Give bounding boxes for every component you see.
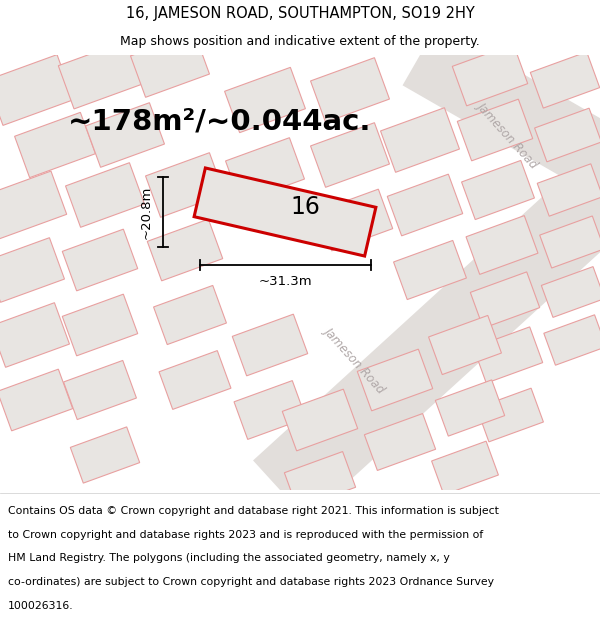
Polygon shape [146,152,224,218]
Polygon shape [387,174,463,236]
Polygon shape [224,68,305,132]
Polygon shape [154,286,226,344]
Text: Jameson Road: Jameson Road [475,99,541,171]
Polygon shape [476,388,544,442]
Polygon shape [226,138,304,202]
Polygon shape [70,427,140,483]
Polygon shape [14,112,95,178]
Polygon shape [473,327,542,383]
Polygon shape [282,389,358,451]
Polygon shape [284,451,356,509]
Polygon shape [428,316,502,374]
Text: Jameson Road: Jameson Road [322,324,388,396]
Polygon shape [232,314,308,376]
Polygon shape [65,162,145,228]
Text: ~20.8m: ~20.8m [140,185,153,239]
Text: ~178m²/~0.044ac.: ~178m²/~0.044ac. [68,108,372,136]
Polygon shape [0,54,73,126]
Text: to Crown copyright and database rights 2023 and is reproduced with the permissio: to Crown copyright and database rights 2… [8,530,483,540]
Polygon shape [535,108,600,162]
Polygon shape [0,302,70,368]
Polygon shape [541,267,600,318]
Polygon shape [537,164,600,216]
Polygon shape [364,414,436,471]
Polygon shape [311,58,389,122]
Polygon shape [394,241,466,299]
Polygon shape [436,380,505,436]
Polygon shape [452,44,528,106]
Polygon shape [380,107,460,172]
Polygon shape [0,171,67,239]
Text: HM Land Registry. The polygons (including the associated geometry, namely x, y: HM Land Registry. The polygons (includin… [8,554,449,564]
Polygon shape [159,351,231,409]
Polygon shape [131,32,209,98]
Polygon shape [461,161,535,219]
Polygon shape [466,216,538,274]
Polygon shape [540,216,600,268]
Polygon shape [62,294,138,356]
Text: ~31.3m: ~31.3m [258,275,312,288]
Polygon shape [86,102,164,168]
Polygon shape [470,272,539,328]
Text: co-ordinates) are subject to Crown copyright and database rights 2023 Ordnance S: co-ordinates) are subject to Crown copyr… [8,577,494,587]
Text: 16: 16 [290,195,320,219]
Polygon shape [403,24,600,201]
Polygon shape [58,41,142,109]
Text: Map shows position and indicative extent of the property.: Map shows position and indicative extent… [120,35,480,48]
Polygon shape [0,238,64,302]
Polygon shape [253,151,600,519]
Polygon shape [64,361,136,419]
Polygon shape [431,441,499,495]
Polygon shape [457,99,533,161]
Polygon shape [317,189,393,251]
Polygon shape [62,229,138,291]
Polygon shape [311,122,389,188]
Polygon shape [544,315,600,365]
Polygon shape [357,349,433,411]
Text: 100026316.: 100026316. [8,601,73,611]
Polygon shape [530,52,599,108]
Polygon shape [234,381,306,439]
Text: 16, JAMESON ROAD, SOUTHAMPTON, SO19 2HY: 16, JAMESON ROAD, SOUTHAMPTON, SO19 2HY [125,6,475,21]
Polygon shape [194,168,376,256]
Polygon shape [0,369,73,431]
Polygon shape [147,219,223,281]
Text: Contains OS data © Crown copyright and database right 2021. This information is : Contains OS data © Crown copyright and d… [8,506,499,516]
